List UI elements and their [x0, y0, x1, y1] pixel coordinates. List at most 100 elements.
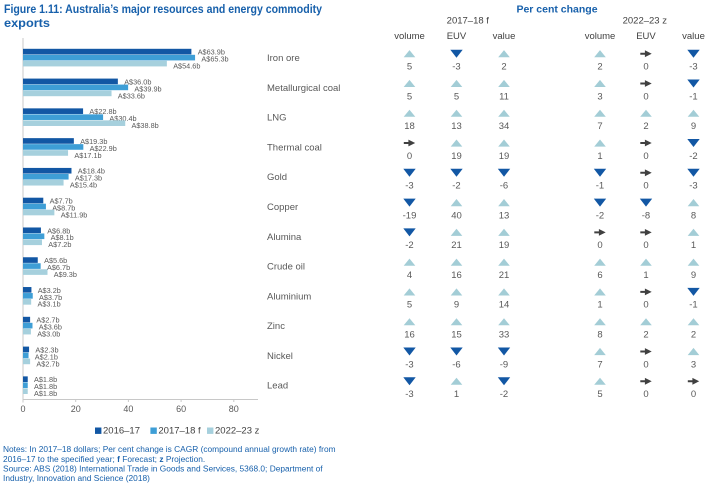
svg-text:A$2.7b: A$2.7b: [36, 316, 59, 325]
svg-text:A$7.7b: A$7.7b: [50, 197, 73, 206]
svg-text:A$1.8b: A$1.8b: [34, 382, 57, 391]
svg-text:4: 4: [407, 270, 412, 281]
svg-text:9: 9: [691, 270, 696, 281]
svg-text:34: 34: [499, 121, 510, 132]
svg-text:EUV: EUV: [636, 31, 656, 42]
svg-text:1: 1: [597, 151, 602, 162]
svg-text:-3: -3: [689, 62, 697, 73]
svg-text:2017–18 f: 2017–18 f: [158, 426, 201, 437]
svg-text:40: 40: [123, 404, 133, 414]
svg-text:7: 7: [597, 121, 602, 132]
svg-text:A$3.2b: A$3.2b: [38, 286, 61, 295]
svg-text:-8: -8: [642, 210, 650, 221]
svg-text:Industry, Innovation and Scien: Industry, Innovation and Science (2018): [3, 473, 150, 483]
svg-text:-1: -1: [596, 181, 604, 192]
svg-text:value: value: [493, 31, 516, 42]
svg-text:-19: -19: [403, 210, 417, 221]
svg-text:A$17.1b: A$17.1b: [74, 151, 101, 160]
svg-text:value: value: [682, 31, 705, 42]
svg-text:2022–23 z: 2022–23 z: [215, 426, 260, 437]
svg-text:A$18.4b: A$18.4b: [78, 167, 105, 176]
svg-text:A$6.7b: A$6.7b: [47, 263, 70, 272]
svg-text:0: 0: [643, 389, 648, 400]
svg-text:A$19.3b: A$19.3b: [80, 137, 107, 146]
svg-text:1: 1: [454, 389, 459, 400]
svg-text:3: 3: [691, 359, 696, 370]
svg-text:-2: -2: [405, 240, 413, 251]
svg-text:Iron ore: Iron ore: [267, 53, 300, 64]
svg-text:0: 0: [643, 151, 648, 162]
svg-text:exports: exports: [4, 16, 50, 30]
svg-text:9: 9: [454, 300, 459, 311]
svg-text:Alumina: Alumina: [267, 232, 302, 243]
svg-text:5: 5: [454, 91, 459, 102]
svg-text:-9: -9: [500, 359, 508, 370]
svg-text:Per cent change: Per cent change: [516, 3, 597, 15]
svg-text:8: 8: [597, 330, 602, 341]
svg-text:-3: -3: [405, 181, 413, 192]
svg-text:A$11.9b: A$11.9b: [61, 210, 88, 219]
svg-text:1: 1: [643, 270, 648, 281]
svg-text:0: 0: [20, 404, 25, 414]
svg-text:volume: volume: [585, 31, 616, 42]
svg-text:A$1.8b: A$1.8b: [34, 389, 57, 398]
svg-text:Figure 1.11: Australia’s major: Figure 1.11: Australia’s major resources…: [4, 2, 322, 16]
svg-text:19: 19: [499, 151, 510, 162]
svg-text:60: 60: [176, 404, 186, 414]
svg-text:5: 5: [407, 62, 412, 73]
svg-text:Metallurgical coal: Metallurgical coal: [267, 83, 340, 94]
svg-text:Source: ABS (2018) Internation: Source: ABS (2018) International Trade i…: [3, 463, 323, 473]
svg-text:A$2.1b: A$2.1b: [35, 352, 58, 361]
svg-text:Nickel: Nickel: [267, 351, 293, 362]
svg-text:A$2.7b: A$2.7b: [36, 359, 59, 368]
svg-text:21: 21: [451, 240, 462, 251]
svg-text:2: 2: [501, 62, 506, 73]
svg-text:Crude oil: Crude oil: [267, 262, 305, 273]
svg-text:0: 0: [643, 359, 648, 370]
svg-text:18: 18: [404, 121, 415, 132]
svg-text:-1: -1: [689, 91, 697, 102]
svg-text:15: 15: [451, 330, 462, 341]
svg-text:2016–17: 2016–17: [103, 426, 140, 437]
svg-text:1: 1: [597, 300, 602, 311]
svg-text:A$22.8b: A$22.8b: [89, 107, 116, 116]
svg-text:2022–23 z: 2022–23 z: [623, 16, 668, 27]
svg-text:19: 19: [451, 151, 462, 162]
svg-text:A$3.1b: A$3.1b: [38, 300, 61, 309]
svg-text:A$6.8b: A$6.8b: [47, 226, 70, 235]
svg-text:-3: -3: [405, 359, 413, 370]
svg-text:0: 0: [643, 300, 648, 311]
svg-text:A$65.3b: A$65.3b: [201, 55, 228, 64]
svg-text:-3: -3: [452, 62, 460, 73]
svg-text:A$5.6b: A$5.6b: [44, 256, 67, 265]
svg-text:-1: -1: [689, 300, 697, 311]
svg-text:A$15.4b: A$15.4b: [70, 181, 97, 190]
svg-text:5: 5: [407, 91, 412, 102]
svg-text:16: 16: [404, 330, 415, 341]
svg-text:9: 9: [691, 121, 696, 132]
svg-text:0: 0: [643, 91, 648, 102]
svg-text:5: 5: [407, 300, 412, 311]
svg-text:A$9.3b: A$9.3b: [54, 270, 77, 279]
svg-text:0: 0: [691, 389, 696, 400]
svg-text:Zinc: Zinc: [267, 321, 285, 332]
svg-text:A$3.6b: A$3.6b: [39, 323, 62, 332]
svg-text:A$30.4b: A$30.4b: [109, 114, 136, 123]
svg-text:13: 13: [499, 210, 510, 221]
svg-text:A$7.2b: A$7.2b: [48, 240, 71, 249]
svg-text:33: 33: [499, 330, 510, 341]
svg-text:A$38.8b: A$38.8b: [132, 121, 159, 130]
svg-text:2: 2: [597, 62, 602, 73]
svg-text:A$33.6b: A$33.6b: [118, 91, 145, 100]
svg-text:-2: -2: [689, 151, 697, 162]
svg-text:20: 20: [71, 404, 81, 414]
svg-text:LNG: LNG: [267, 113, 287, 124]
svg-text:14: 14: [499, 300, 510, 311]
svg-text:-3: -3: [405, 389, 413, 400]
svg-text:A$3.0b: A$3.0b: [37, 330, 60, 339]
svg-text:1: 1: [691, 240, 696, 251]
svg-text:0: 0: [407, 151, 412, 162]
svg-text:3: 3: [597, 91, 602, 102]
svg-text:Notes: In 2017–18 dollars; Per: Notes: In 2017–18 dollars; Per cent chan…: [3, 444, 336, 454]
svg-text:A$8.1b: A$8.1b: [51, 233, 74, 242]
